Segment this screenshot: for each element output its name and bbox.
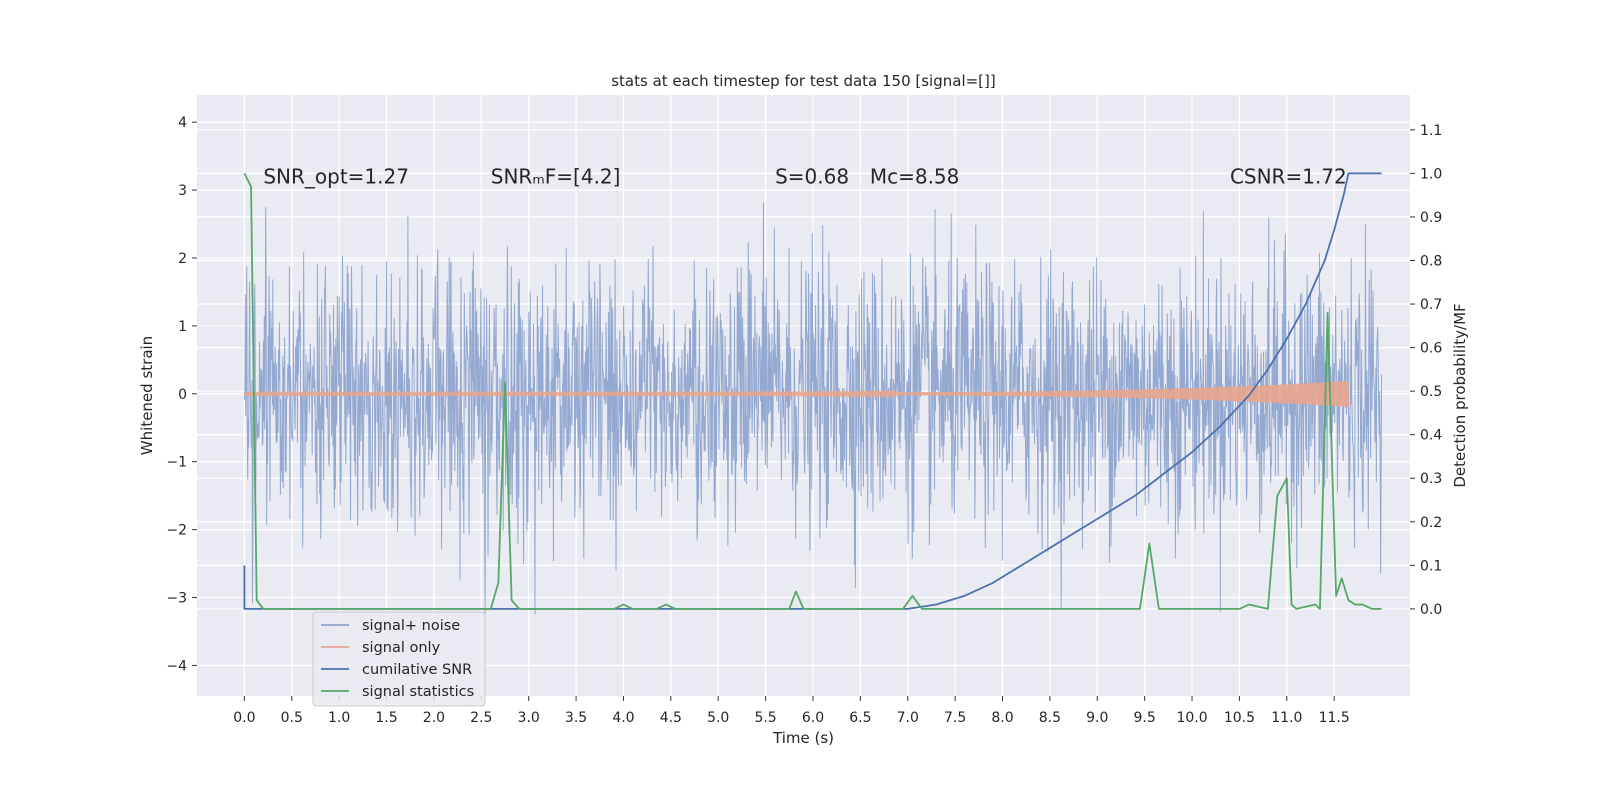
x-tick-label: 2.5 <box>470 710 492 726</box>
x-tick-label: 1.0 <box>328 710 350 726</box>
y-right-tick-label: 0.2 <box>1420 515 1442 531</box>
y-right-tick-label: 0.3 <box>1420 471 1442 487</box>
y-tick-label: −4 <box>166 658 187 674</box>
y-right-tick-label: 0.8 <box>1420 253 1442 269</box>
x-tick-label: 6.0 <box>802 710 824 726</box>
legend-label: cumilative SNR <box>362 662 472 678</box>
y-right-tick-label: 1.1 <box>1420 123 1442 139</box>
y-tick-label: 0 <box>178 387 187 403</box>
chart-title: stats at each timestep for test data 150… <box>611 72 996 90</box>
legend-box <box>312 611 486 707</box>
y-tick-label: 4 <box>178 115 187 131</box>
annotation-text: Mc=8.58 <box>870 164 960 188</box>
legend-label: signal+ noise <box>362 618 460 634</box>
y-tick-label: 2 <box>178 251 187 267</box>
x-tick-label: 7.5 <box>944 710 966 726</box>
annotation-text: S=0.68 <box>775 164 849 188</box>
y-axis-right-label: Detection probability/MF <box>1451 303 1469 487</box>
series-signal-only-line <box>243 380 1350 407</box>
axes-layer: 0.0 0.5 1.0 1.5 2.0 2.5 3.0 3.5 4.0 4.5 5.0 5.5 6.0 6… <box>166 115 1442 726</box>
y-axis-label: Whitened strain <box>138 336 156 455</box>
annotations: SNR_opt=1.27 SNRₘF=[4.2] S=0.68 Mc=8.58 CSNR… <box>263 164 1346 188</box>
x-tick-label: 4.0 <box>612 710 634 726</box>
y-right-tick-label: 0.9 <box>1420 210 1442 226</box>
x-tick-label: 3.5 <box>565 710 587 726</box>
x-tick-label: 9.0 <box>1086 710 1108 726</box>
annotation-text: CSNR=1.72 <box>1230 164 1347 188</box>
legend-label: signal only <box>362 640 441 656</box>
x-tick-label: 8.5 <box>1039 710 1061 726</box>
x-tick-label: 7.0 <box>897 710 919 726</box>
legend-label: signal statistics <box>362 684 474 700</box>
y-right-tick-label: 1.0 <box>1420 166 1442 182</box>
x-axis-label: Time (s) <box>772 729 834 747</box>
x-tick-label: 6.5 <box>849 710 871 726</box>
y-tick-label: 3 <box>178 183 187 199</box>
y-tick-label: −1 <box>166 455 187 471</box>
x-tick-label: 5.0 <box>707 710 729 726</box>
x-tick-label: 10.5 <box>1224 710 1255 726</box>
y-right-tick-label: 0.4 <box>1420 428 1442 444</box>
x-tick-label: 2.0 <box>423 710 445 726</box>
x-tick-label: 11.0 <box>1271 710 1302 726</box>
y-tick-label: −3 <box>166 591 187 607</box>
y-right-tick-label: 0.0 <box>1420 602 1442 618</box>
y-right-tick-label: 0.7 <box>1420 297 1442 313</box>
legend: signal+ noise signal only cumilative SNR si… <box>312 611 486 707</box>
y-tick-label: −2 <box>166 523 187 539</box>
x-tick-label: 8.0 <box>991 710 1013 726</box>
x-tick-label: 0.5 <box>281 710 303 726</box>
y-tick-label: 1 <box>178 319 187 335</box>
x-tick-label: 3.0 <box>518 710 540 726</box>
x-tick-label: 5.5 <box>754 710 776 726</box>
y-right-tick-label: 0.5 <box>1420 384 1442 400</box>
series-cumulative-snr-line <box>243 172 1382 610</box>
x-tick-label: 11.5 <box>1319 710 1350 726</box>
annotation-text: SNRₘF=[4.2] <box>491 164 621 188</box>
data-layer <box>243 172 1383 615</box>
y-right-tick-label: 0.1 <box>1420 558 1442 574</box>
x-tick-label: 0.0 <box>233 710 255 726</box>
x-tick-label: 1.5 <box>375 710 397 726</box>
x-tick-label: 4.5 <box>660 710 682 726</box>
y-right-tick-label: 0.6 <box>1420 341 1442 357</box>
x-tick-label: 10.0 <box>1176 710 1207 726</box>
series-signal-statistics-line <box>243 172 1382 610</box>
x-tick-label: 9.5 <box>1134 710 1156 726</box>
series-signal-noise-line <box>243 202 1383 615</box>
annotation-text: SNR_opt=1.27 <box>263 164 409 188</box>
